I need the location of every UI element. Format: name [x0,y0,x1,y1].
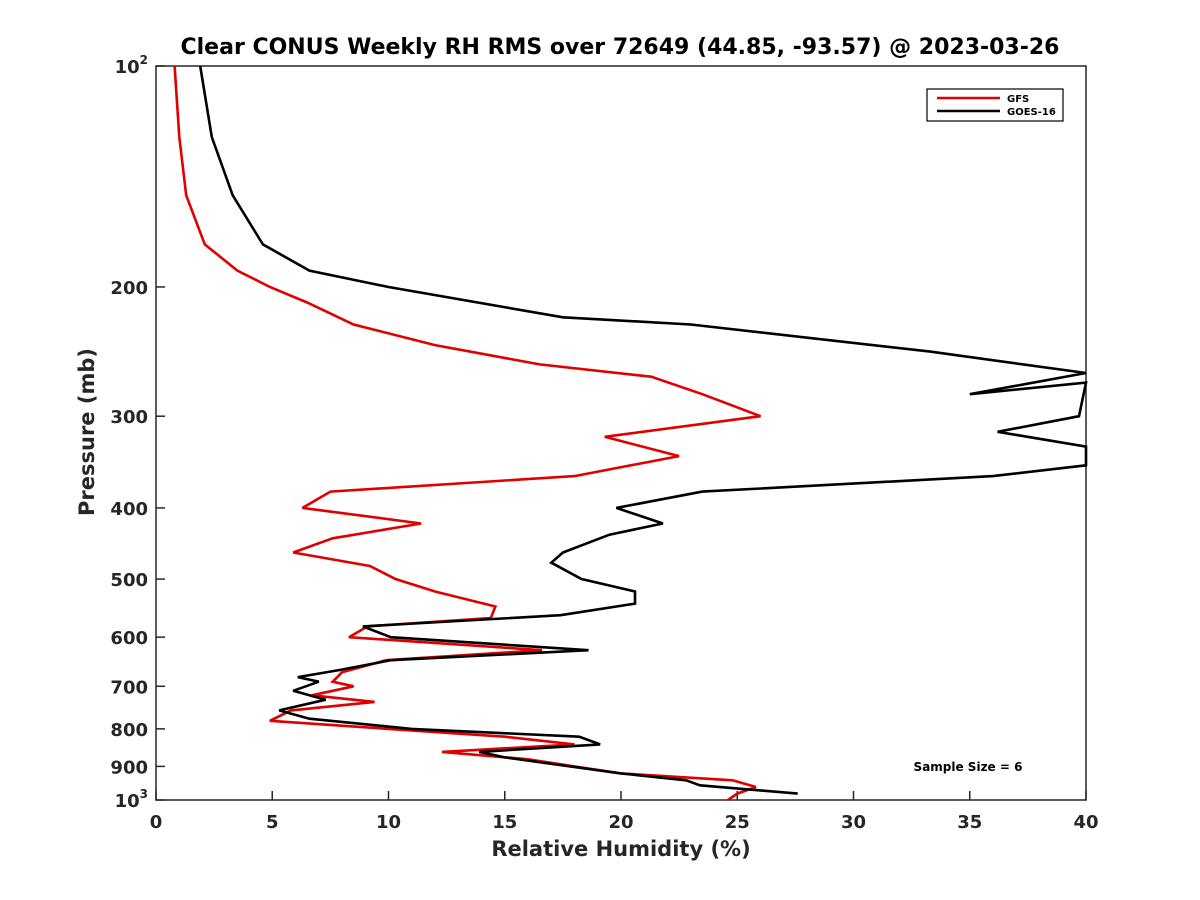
y-tick-label: 900 [110,757,148,778]
x-tick-label: 10 [376,812,401,833]
legend: GFS GOES-16 [926,88,1064,122]
y-tick-label-base: 500 [110,570,148,591]
y-axis-label: Pressure (mb) [75,348,99,516]
x-tick-label: 30 [841,812,866,833]
y-tick-label: 103 [115,787,148,812]
y-tick-label-base: 400 [110,499,148,520]
x-tick-label: 25 [725,812,750,833]
series-lines [173,65,1088,802]
plot-area: 0 5 10 15 20 25 30 35 40 10220030040050060070080… [110,53,1098,833]
y-tick-label: 102 [115,53,148,78]
x-tick-label: 5 [266,812,279,833]
y-tick-label-base: 900 [110,757,148,778]
y-tick-label: 500 [110,570,148,591]
y-tick-label-base: 600 [110,628,148,649]
x-tick-label: 20 [608,812,633,833]
y-tick-label: 400 [110,499,148,520]
y-tick-label: 200 [110,278,148,299]
y-tick-label: 600 [110,628,148,649]
y-tick-label-exponent: 3 [140,787,148,801]
x-tick-label: 0 [150,812,163,833]
y-tick-label-base: 10 [115,57,140,78]
y-tick-label: 800 [110,720,148,741]
series-line-gfs [173,65,761,802]
legend-label-gfs: GFS [1007,94,1029,105]
x-tick-label: 40 [1073,812,1098,833]
y-tick-label-base: 700 [110,677,148,698]
y-tick-label-base: 10 [115,791,140,812]
x-axis-ticks: 0 5 10 15 20 25 30 35 40 [150,791,1099,833]
y-tick-label-exponent: 2 [140,53,148,67]
legend-box [926,88,1064,122]
y-tick-label: 300 [110,407,148,428]
y-tick-label-base: 200 [110,278,148,299]
y-tick-label-base: 300 [110,407,148,428]
series-line-goes16 [198,65,1088,795]
chart-title: Clear CONUS Weekly RH RMS over 72649 (44… [181,35,1060,60]
sample-size-annotation: Sample Size = 6 [914,760,1023,774]
y-tick-label: 700 [110,677,148,698]
x-tick-label: 35 [957,812,982,833]
x-tick-label: 15 [492,812,517,833]
y-tick-label-base: 800 [110,720,148,741]
legend-label-goes16: GOES-16 [1007,107,1056,118]
x-axis-label: Relative Humidity (%) [491,837,750,861]
